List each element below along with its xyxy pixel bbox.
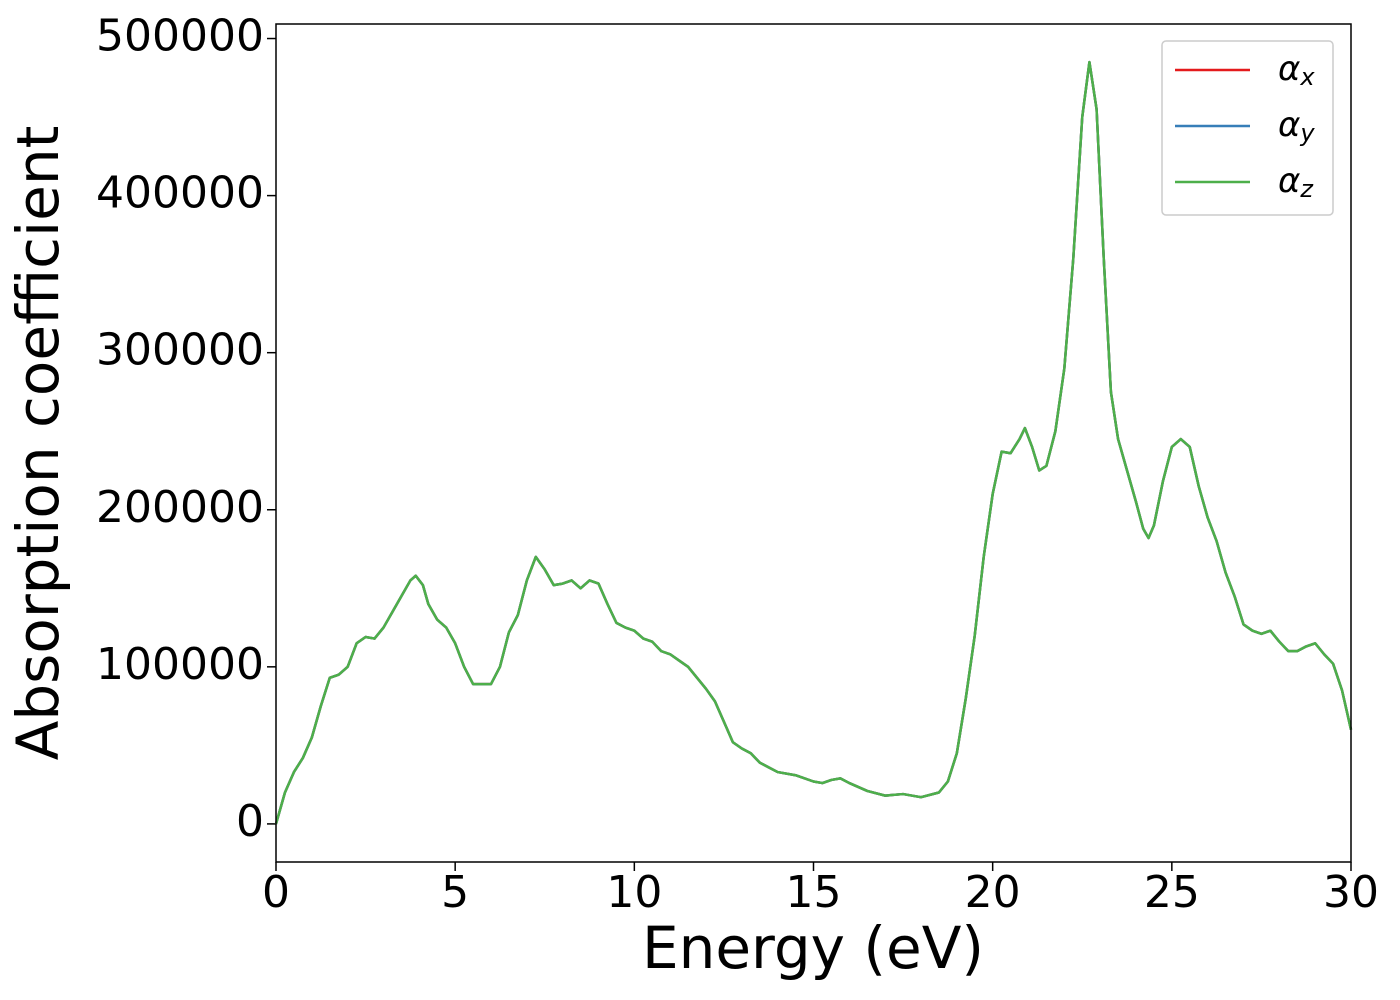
y-tick-label: 200000 <box>96 482 264 533</box>
y-tick-label: 100000 <box>96 639 264 690</box>
legend-label: αy <box>1278 105 1315 148</box>
x-tick-label: 5 <box>441 867 469 918</box>
x-tick-label: 30 <box>1323 867 1379 918</box>
y-axis-label: Absorption coefficient <box>4 126 72 761</box>
x-tick-label: 25 <box>1144 867 1200 918</box>
legend-label: αx <box>1278 49 1315 92</box>
x-tick-label: 10 <box>606 867 662 918</box>
x-tick-label: 0 <box>262 867 290 918</box>
y-tick-label: 500000 <box>96 11 264 62</box>
y-tick-label: 300000 <box>96 325 264 376</box>
data-line <box>274 60 1353 825</box>
legend-label: αz <box>1278 161 1314 204</box>
x-tick-label: 15 <box>786 867 842 918</box>
x-axis-label: Energy (eV) <box>642 914 984 982</box>
plot-frame <box>275 23 1352 863</box>
legend-box <box>1161 40 1334 216</box>
x-tick-label: 20 <box>965 867 1021 918</box>
y-tick-label: 0 <box>236 796 264 847</box>
y-tick-label: 400000 <box>96 168 264 219</box>
